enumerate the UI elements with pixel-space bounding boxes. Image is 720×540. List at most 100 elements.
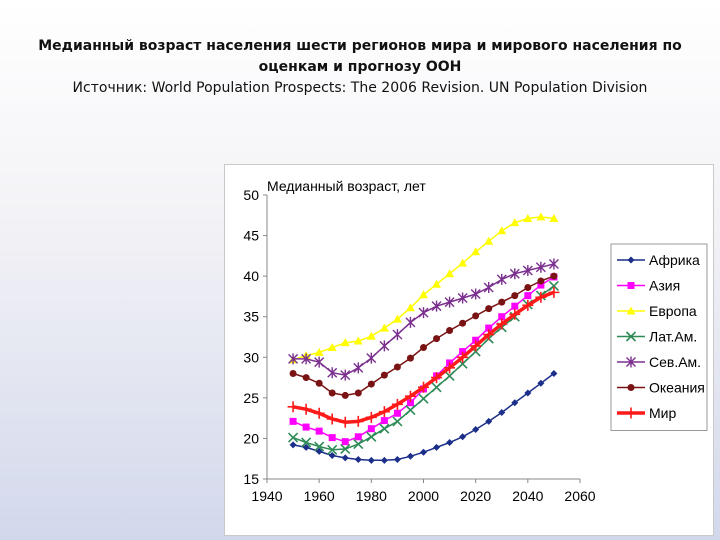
data-point-shape	[341, 391, 349, 399]
data-point-shape	[509, 268, 520, 280]
data-point-shape	[524, 292, 532, 300]
data-point	[485, 324, 493, 332]
data-point-shape	[365, 411, 377, 423]
series-Мир	[287, 286, 560, 428]
data-point-shape	[392, 314, 402, 323]
data-point	[524, 292, 532, 300]
data-point-shape	[406, 399, 414, 407]
data-point-shape	[405, 303, 415, 312]
data-point	[406, 399, 414, 407]
data-point	[405, 303, 415, 312]
data-point-shape	[485, 417, 493, 425]
data-point	[406, 452, 414, 460]
data-point-shape	[470, 340, 482, 352]
data-point	[523, 214, 533, 223]
data-point-shape	[379, 340, 390, 352]
data-point-shape	[378, 406, 390, 418]
data-point-shape	[444, 370, 455, 382]
data-point-shape	[537, 281, 545, 289]
data-point-shape	[301, 353, 312, 365]
data-point	[302, 443, 310, 451]
data-point	[393, 409, 401, 417]
data-point-shape	[418, 393, 429, 404]
data-point	[378, 406, 390, 418]
data-point-shape	[341, 438, 349, 446]
data-point-shape	[522, 299, 534, 311]
data-point-shape	[548, 258, 559, 270]
data-point	[366, 352, 377, 364]
data-point-shape	[302, 423, 310, 431]
legend-item: Сев.Ам.	[617, 354, 701, 370]
data-point	[484, 236, 494, 245]
data-point	[341, 438, 349, 446]
data-point-shape	[300, 403, 312, 415]
legend-marker	[627, 282, 635, 289]
data-point	[446, 438, 454, 446]
data-point	[391, 398, 403, 410]
data-point	[302, 374, 310, 382]
data-point-shape	[326, 413, 338, 425]
data-point	[550, 272, 558, 280]
data-point	[522, 264, 533, 276]
data-point	[457, 351, 469, 363]
data-point-shape	[537, 379, 545, 387]
data-point-shape	[498, 298, 506, 306]
data-point	[510, 218, 520, 227]
data-point-shape	[287, 401, 299, 413]
y-tick-label: 40	[243, 268, 259, 284]
data-point	[524, 389, 532, 397]
data-point-shape	[444, 362, 456, 374]
data-point-shape	[522, 264, 533, 276]
data-point	[431, 372, 443, 384]
data-point	[341, 454, 349, 462]
legend-item: Европа	[617, 303, 697, 319]
data-point	[459, 433, 467, 441]
data-point-shape	[288, 432, 299, 443]
data-point-shape	[510, 218, 520, 227]
data-point-shape	[470, 288, 481, 300]
data-point-shape	[431, 300, 442, 312]
data-point	[470, 340, 482, 352]
data-point-shape	[380, 417, 388, 425]
data-point	[483, 329, 495, 341]
data-point	[367, 380, 375, 388]
data-point-shape	[509, 308, 521, 320]
data-point-shape	[458, 258, 468, 267]
data-point	[392, 329, 403, 341]
legend-label: Океания	[649, 380, 705, 396]
data-point	[392, 314, 402, 323]
data-point-shape	[353, 439, 364, 450]
data-point-shape	[314, 347, 324, 356]
data-point	[471, 247, 481, 256]
data-point	[379, 323, 389, 332]
data-point	[314, 347, 324, 356]
data-point-shape	[392, 416, 403, 427]
data-point	[326, 413, 338, 425]
data-point-shape	[446, 438, 454, 446]
data-point	[300, 403, 312, 415]
data-point	[339, 416, 351, 428]
data-point-shape	[315, 447, 323, 455]
legend-marker	[625, 331, 637, 342]
data-point-shape	[404, 390, 416, 402]
series-Африка	[289, 370, 558, 464]
legend-marker	[626, 306, 636, 315]
data-point	[353, 336, 363, 345]
data-point	[485, 417, 493, 425]
data-point-shape	[457, 351, 469, 363]
data-point	[405, 404, 416, 416]
data-point-shape	[366, 431, 377, 442]
data-point	[535, 261, 546, 273]
data-point	[379, 340, 390, 352]
data-point-shape	[419, 290, 428, 299]
data-point	[301, 353, 312, 365]
data-point-shape	[340, 369, 351, 381]
series-layer	[287, 212, 560, 464]
data-point	[328, 389, 336, 397]
data-point-shape	[380, 456, 388, 464]
legend-marker	[626, 356, 636, 368]
legend: Африка Азия Европа Лат.Ам. Сев.Ам. Океания Мир	[610, 243, 708, 431]
data-point-shape	[431, 372, 443, 384]
data-point-shape	[289, 417, 297, 425]
data-point-shape	[340, 338, 350, 347]
